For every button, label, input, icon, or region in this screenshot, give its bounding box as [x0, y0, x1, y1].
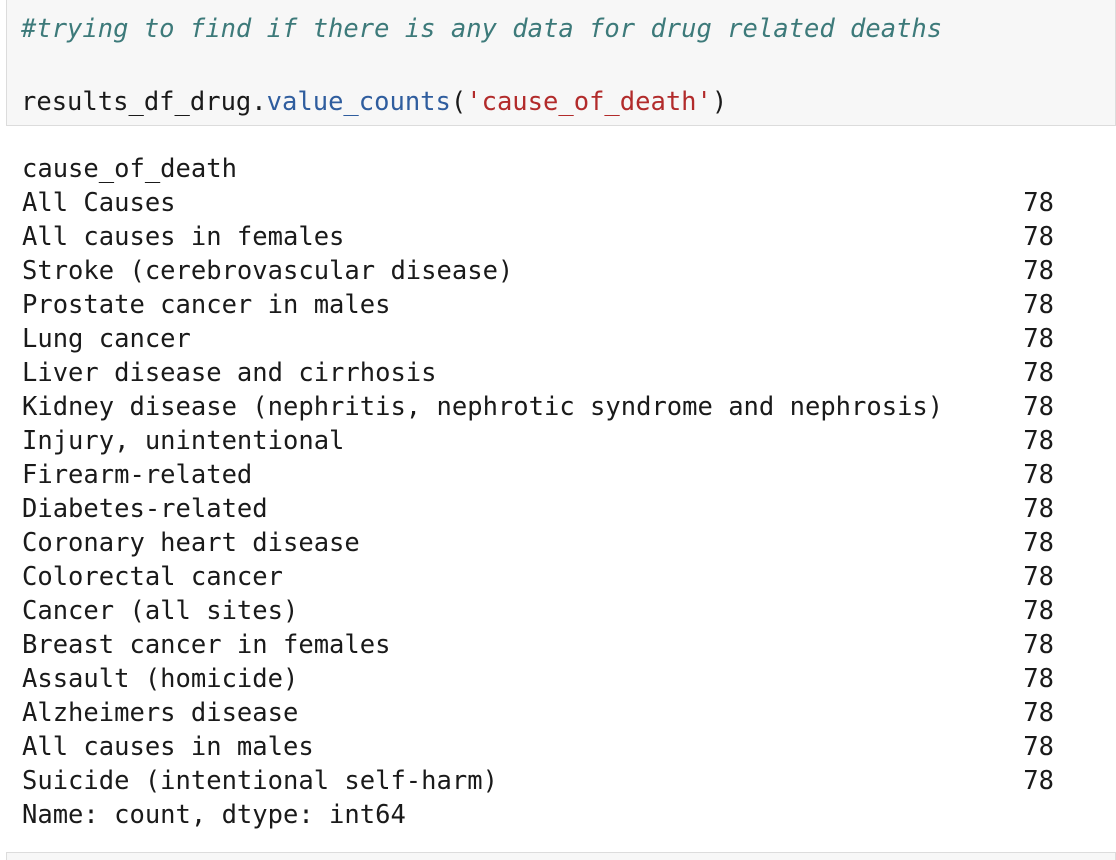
list-item: Kidney disease (nephritis, nephrotic syn…: [22, 390, 1062, 424]
cause-label: Firearm-related: [22, 460, 253, 490]
code-object: results_df_drug: [21, 87, 252, 117]
list-item: Cancer (all sites) 78: [22, 594, 1062, 628]
cause-label: Cancer (all sites): [22, 596, 299, 626]
cause-count: 78: [1023, 460, 1054, 490]
cause-count: 78: [1023, 358, 1054, 388]
list-item: Breast cancer in females 78: [22, 628, 1062, 662]
code-input-cell[interactable]: #trying to find if there is any data for…: [6, 0, 1116, 126]
cause-count: 78: [1023, 664, 1054, 694]
cause-count: 78: [1023, 528, 1054, 558]
cause-label: Kidney disease (nephritis, nephrotic syn…: [22, 392, 944, 422]
code-method: value_counts: [266, 87, 451, 117]
cause-label: Alzheimers disease: [22, 698, 299, 728]
list-item: All causes in males 78: [22, 730, 1062, 764]
list-item: Coronary heart disease 78: [22, 526, 1062, 560]
cell-output: cause_of_death All Causes 78 All causes in…: [22, 152, 1062, 832]
cause-count: 78: [1023, 596, 1054, 626]
cause-label: Coronary heart disease: [22, 528, 360, 558]
next-code-cell[interactable]: [6, 852, 1116, 860]
cause-count: 78: [1023, 698, 1054, 728]
cause-count: 78: [1023, 324, 1054, 354]
code-string-argument: 'cause_of_death': [466, 87, 712, 117]
cause-label: Colorectal cancer: [22, 562, 283, 592]
cause-count: 78: [1023, 188, 1054, 218]
list-item: Alzheimers disease 78: [22, 696, 1062, 730]
list-item: Diabetes-related 78: [22, 492, 1062, 526]
list-item: All causes in females 78: [22, 220, 1062, 254]
value-counts-list: All Causes 78 All causes in females 78 Strok…: [22, 186, 1062, 798]
cause-count: 78: [1023, 426, 1054, 456]
list-item: Liver disease and cirrhosis 78: [22, 356, 1062, 390]
code-statement: results_df_drug.value_counts('cause_of_d…: [21, 85, 727, 119]
cause-label: All causes in females: [22, 222, 345, 252]
code-comment: #trying to find if there is any data for…: [21, 14, 943, 44]
list-item: Lung cancer 78: [22, 322, 1062, 356]
code-dot: .: [251, 87, 267, 117]
list-item: Stroke (cerebrovascular disease) 78: [22, 254, 1062, 288]
cause-label: Injury, unintentional: [22, 426, 345, 456]
cause-count: 78: [1023, 256, 1054, 286]
cause-count: 78: [1023, 222, 1054, 252]
cause-label: All causes in males: [22, 732, 314, 762]
cause-label: Breast cancer in females: [22, 630, 391, 660]
series-dtype-footer: Name: count, dtype: int64: [22, 800, 406, 830]
cause-count: 78: [1023, 494, 1054, 524]
cause-label: Assault (homicide): [22, 664, 299, 694]
cause-label: Diabetes-related: [22, 494, 268, 524]
list-item: Colorectal cancer 78: [22, 560, 1062, 594]
cause-count: 78: [1023, 766, 1054, 796]
list-item: Suicide (intentional self-harm) 78: [22, 764, 1062, 798]
list-item: Firearm-related 78: [22, 458, 1062, 492]
cause-count: 78: [1023, 630, 1054, 660]
cause-label: Suicide (intentional self-harm): [22, 766, 498, 796]
cause-label: All Causes: [22, 188, 176, 218]
cause-count: 78: [1023, 562, 1054, 592]
cause-count: 78: [1023, 392, 1054, 422]
list-item: Injury, unintentional 78: [22, 424, 1062, 458]
cause-label: Stroke (cerebrovascular disease): [22, 256, 514, 286]
index-name-label: cause_of_death: [22, 154, 237, 184]
cause-label: Lung cancer: [22, 324, 191, 354]
cause-label: Prostate cancer in males: [22, 290, 391, 320]
output-index-name: cause_of_death: [22, 152, 1062, 186]
output-footer: Name: count, dtype: int64: [22, 798, 1062, 832]
cause-count: 78: [1023, 732, 1054, 762]
cause-count: 78: [1023, 290, 1054, 320]
list-item: Prostate cancer in males 78: [22, 288, 1062, 322]
code-open-paren: (: [450, 87, 467, 117]
list-item: All Causes 78: [22, 186, 1062, 220]
cause-label: Liver disease and cirrhosis: [22, 358, 437, 388]
list-item: Assault (homicide) 78: [22, 662, 1062, 696]
code-close-paren: ): [711, 87, 728, 117]
